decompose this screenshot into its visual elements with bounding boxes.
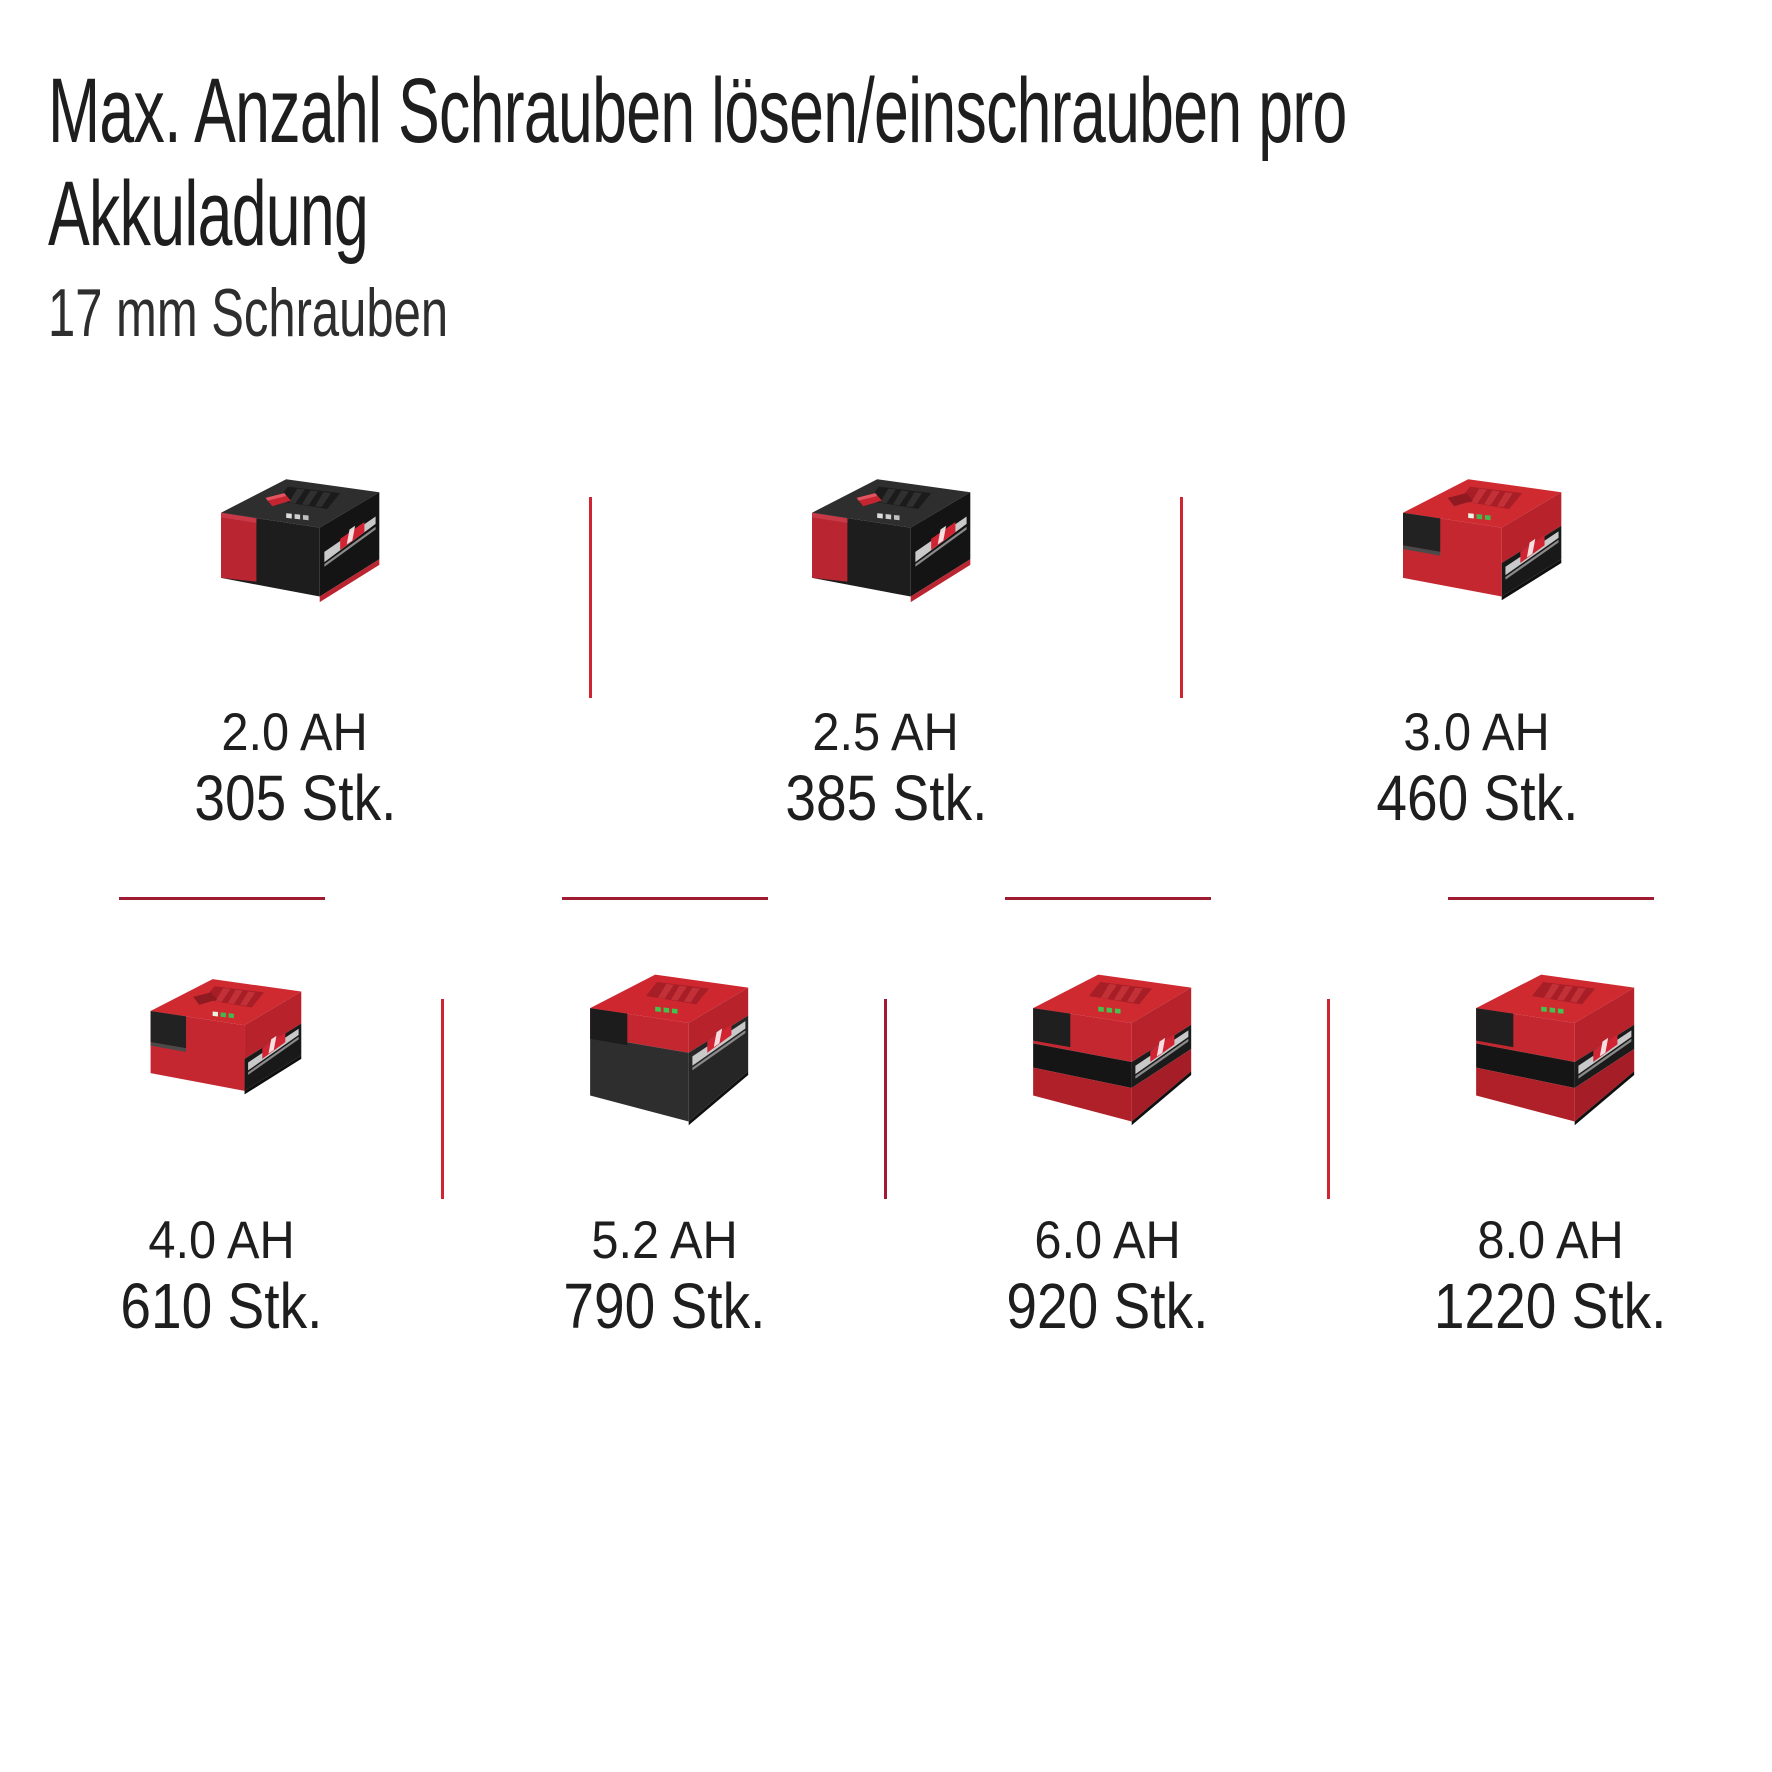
battery-image-box bbox=[1375, 425, 1580, 670]
divider-horizontal-2 bbox=[562, 897, 768, 900]
battery-pack-icon bbox=[193, 455, 398, 604]
capacity-label: 2.0 AH bbox=[221, 703, 369, 762]
divider-vertical-bottom-1 bbox=[441, 999, 444, 1199]
screw-count-label: 385 Stk. bbox=[785, 762, 987, 834]
divider-vertical-top-2 bbox=[1180, 497, 1183, 698]
divider-horizontal-3 bbox=[1005, 897, 1211, 900]
battery-item-8-0ah: 8.0 AH 1220 Stk. bbox=[1329, 940, 1772, 1342]
battery-pack-icon bbox=[562, 956, 767, 1128]
divider-horizontal-1 bbox=[119, 897, 325, 900]
page-title-line-2: Akkuladung bbox=[48, 163, 369, 265]
screw-count-label: 1220 Stk. bbox=[1434, 1270, 1667, 1342]
capacity-label: 6.0 AH bbox=[1034, 1211, 1181, 1270]
battery-pack-icon bbox=[124, 956, 319, 1098]
battery-image-box bbox=[562, 940, 767, 1190]
screw-count-label: 305 Stk. bbox=[194, 762, 396, 834]
divider-horizontal-4 bbox=[1448, 897, 1654, 900]
battery-item-5-2ah: 5.2 AH 790 Stk. bbox=[443, 940, 886, 1342]
battery-item-4-0ah: 4.0 AH 610 Stk. bbox=[0, 940, 443, 1342]
capacity-label: 2.5 AH bbox=[812, 703, 960, 762]
battery-pack-icon bbox=[1375, 455, 1580, 604]
battery-item-6-0ah: 6.0 AH 920 Stk. bbox=[886, 940, 1329, 1342]
header: Max. Anzahl Schrauben lösen/einschrauben… bbox=[48, 60, 1772, 350]
divider-vertical-bottom-2 bbox=[884, 999, 887, 1199]
battery-image-box bbox=[193, 425, 398, 670]
capacity-label: 8.0 AH bbox=[1477, 1211, 1624, 1270]
screw-count-label: 790 Stk. bbox=[563, 1270, 766, 1342]
battery-item-2-5ah: 2.5 AH 385 Stk. bbox=[591, 425, 1181, 834]
capacity-label: 5.2 AH bbox=[591, 1211, 738, 1270]
capacity-label: 3.0 AH bbox=[1403, 703, 1551, 762]
divider-vertical-top-1 bbox=[589, 497, 592, 698]
capacity-label: 4.0 AH bbox=[148, 1211, 295, 1270]
battery-image-box bbox=[124, 940, 319, 1190]
battery-pack-icon bbox=[1448, 956, 1653, 1128]
battery-item-2-0ah: 2.0 AH 305 Stk. bbox=[0, 425, 590, 834]
screw-count-label: 460 Stk. bbox=[1376, 762, 1578, 834]
divider-vertical-bottom-3 bbox=[1327, 999, 1330, 1199]
screw-count-label: 920 Stk. bbox=[1006, 1270, 1209, 1342]
battery-pack-icon bbox=[784, 455, 989, 604]
page-title-line-1: Max. Anzahl Schrauben lösen/einschrauben… bbox=[48, 60, 1347, 162]
battery-image-box bbox=[784, 425, 989, 670]
battery-pack-icon bbox=[1005, 956, 1210, 1128]
battery-item-3-0ah: 3.0 AH 460 Stk. bbox=[1182, 425, 1772, 834]
screw-count-label: 610 Stk. bbox=[120, 1270, 323, 1342]
page-subtitle: 17 mm Schrauben bbox=[48, 275, 449, 351]
battery-image-box bbox=[1005, 940, 1210, 1190]
battery-image-box bbox=[1448, 940, 1653, 1190]
